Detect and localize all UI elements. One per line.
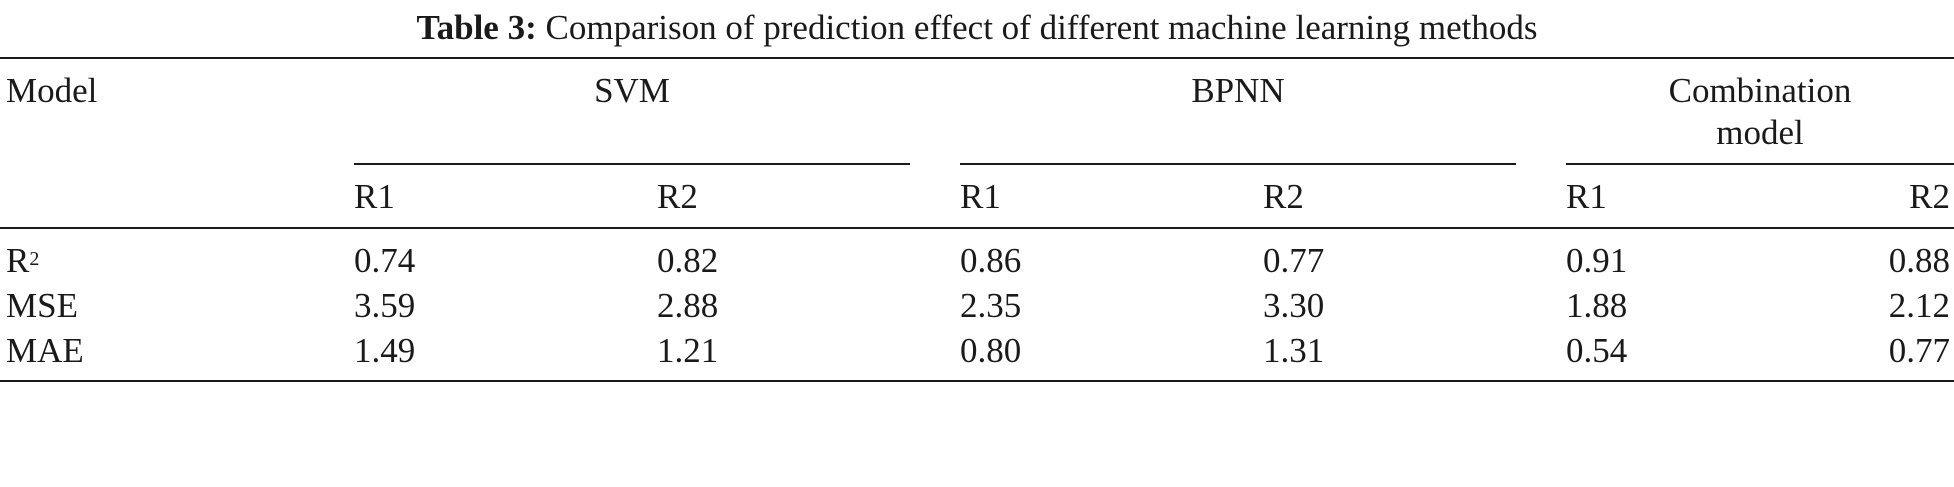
table-cell: 2.88	[657, 286, 719, 325]
table-cell: 1.21	[657, 331, 719, 370]
row-metric-r2-base: R	[6, 241, 30, 280]
sub-col-svm-r1: R1	[354, 177, 395, 216]
sub-col-svm-r2: R2	[657, 177, 698, 216]
table-cell: 3.59	[354, 286, 416, 325]
table-cell: 0.77	[1888, 331, 1950, 370]
table-cell: 1.88	[1566, 286, 1628, 325]
top-rule	[0, 57, 1954, 59]
table-caption-text: Comparison of prediction effect of diffe…	[545, 8, 1538, 47]
header-group-bpnn: BPNN	[1191, 71, 1285, 110]
sub-col-bpnn-r2: R2	[1263, 177, 1304, 216]
sub-col-bpnn-r1: R1	[960, 177, 1001, 216]
table-cell: 0.54	[1566, 331, 1628, 370]
row-metric-r2-sup: 2	[29, 248, 40, 270]
bottom-rule	[0, 380, 1954, 382]
bpnn-group-rule	[960, 163, 1516, 165]
table-cell: 1.31	[1263, 331, 1325, 370]
table-cell: 0.91	[1566, 241, 1628, 280]
row-metric-mse: MSE	[6, 286, 78, 325]
header-group-svm: SVM	[594, 71, 670, 110]
sub-col-comb-r2: R2	[1909, 177, 1950, 216]
header-combination-line1: Combination	[1668, 71, 1852, 110]
row-metric-mae: MAE	[6, 331, 84, 370]
table-cell: 1.49	[354, 331, 416, 370]
table-cell: 0.86	[960, 241, 1022, 280]
table-cell: 0.82	[657, 241, 719, 280]
combination-group-rule	[1566, 163, 1954, 165]
table-cell: 3.30	[1263, 286, 1325, 325]
table-caption-label: Table 3:	[416, 8, 537, 47]
header-rule	[0, 227, 1954, 229]
table-cell: 0.77	[1263, 241, 1325, 280]
table-cell: 0.74	[354, 241, 416, 280]
table-cell: 2.12	[1888, 286, 1950, 325]
row-metric-r2: R2	[6, 240, 39, 282]
table-cell: 2.35	[960, 286, 1022, 325]
header-group-combination: Combination model	[1566, 70, 1954, 154]
header-combination-line2: model	[1716, 113, 1804, 152]
svm-group-rule	[354, 163, 910, 165]
table-caption: Table 3: Comparison of prediction effect…	[0, 6, 1954, 50]
sub-col-comb-r1: R1	[1566, 177, 1607, 216]
table-cell: 0.80	[960, 331, 1022, 370]
table-cell: 0.88	[1888, 241, 1950, 280]
header-model: Model	[6, 71, 98, 110]
